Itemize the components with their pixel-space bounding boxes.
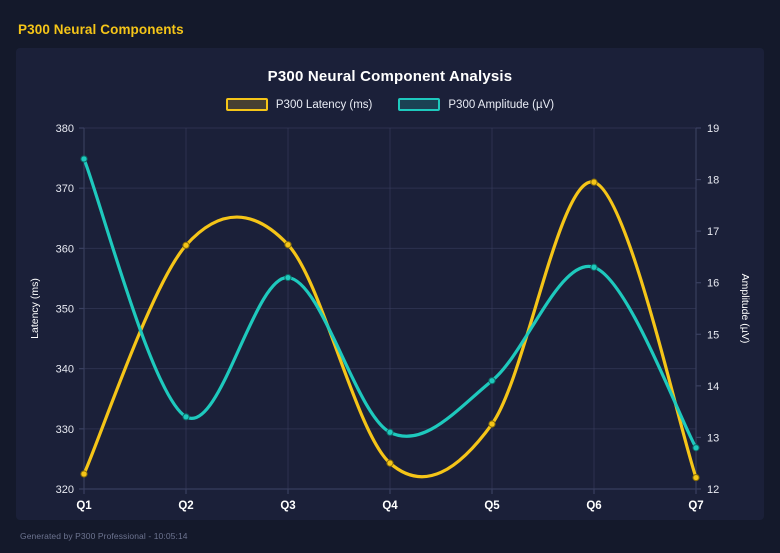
app-footer: Generated by P300 Professional - 10:05:1…	[0, 526, 780, 553]
data-point[interactable]	[692, 444, 700, 452]
y-axis-tick-right: 14	[707, 381, 719, 393]
data-point[interactable]	[284, 241, 292, 249]
data-point[interactable]	[386, 459, 394, 467]
data-point[interactable]	[80, 155, 88, 163]
chart-card: P300 Neural Component Analysis P300 Late…	[16, 48, 764, 520]
legend-swatch-latency	[225, 98, 268, 111]
data-point[interactable]	[488, 420, 496, 428]
app-header: P300 Neural Components	[0, 0, 780, 48]
chart-title: P300 Neural Component Analysis	[267, 68, 513, 85]
data-point[interactable]	[284, 273, 292, 282]
y-axis-tick-right: 16	[707, 278, 719, 290]
y-axis-title-right: Amplitude (µV)	[739, 274, 751, 344]
x-axis-tick: Q6	[586, 500, 601, 512]
y-axis-tick-right: 19	[707, 123, 719, 135]
legend-item-latency[interactable]: P300 Latency (ms)	[225, 98, 373, 111]
legend-swatch-amplitude	[398, 98, 441, 111]
y-axis-tick-right: 18	[707, 175, 719, 187]
data-point[interactable]	[182, 241, 190, 249]
y-axis-tick-left: 330	[56, 424, 74, 436]
x-axis-tick: Q7	[688, 500, 703, 512]
data-point[interactable]	[182, 413, 190, 421]
data-point[interactable]	[590, 178, 598, 186]
y-axis-tick-right: 17	[707, 226, 719, 238]
x-axis-tick: Q4	[382, 500, 398, 512]
x-axis-tick: Q2	[178, 500, 193, 512]
data-point[interactable]	[80, 470, 88, 478]
chart-legend: P300 Latency (ms) P300 Amplitude (µV)	[16, 98, 764, 111]
page-title: P300 Neural Components	[18, 22, 184, 37]
data-point[interactable]	[590, 263, 598, 271]
x-axis-tick: Q1	[76, 500, 92, 512]
data-point[interactable]	[386, 428, 394, 436]
data-point[interactable]	[692, 473, 700, 482]
y-axis-tick-left: 350	[56, 304, 74, 316]
y-axis-tick-right: 13	[707, 432, 719, 444]
y-axis-tick-right: 15	[707, 329, 719, 341]
y-axis-tick-right: 12	[707, 484, 719, 496]
y-axis-tick-left: 370	[56, 183, 74, 195]
legend-label-amplitude: P300 Amplitude (µV)	[448, 98, 555, 111]
chart-svg: 320 330 340 350 360 370 380 12 13 14 15 16 17 18 19 Q1 Q…	[29, 123, 751, 512]
x-axis-tick: Q3	[280, 500, 295, 512]
y-axis-tick-left: 320	[56, 484, 74, 496]
footer-timestamp: Generated by P300 Professional - 10:05:1…	[20, 531, 188, 541]
y-axis-tick-left: 360	[56, 243, 74, 255]
y-axis-tick-left: 380	[56, 123, 74, 135]
x-axis-tick: Q5	[484, 500, 500, 512]
legend-label-latency: P300 Latency (ms)	[275, 98, 373, 111]
data-point[interactable]	[488, 377, 496, 385]
y-axis-tick-left: 340	[56, 364, 74, 376]
y-axis-title-left: Latency (ms)	[29, 278, 41, 339]
legend-item-amplitude[interactable]: P300 Amplitude (µV)	[398, 98, 554, 111]
plot-area: 320 330 340 350 360 370 380 12 13 14 15 16 17 18 19 Q1 Q…	[16, 48, 764, 520]
